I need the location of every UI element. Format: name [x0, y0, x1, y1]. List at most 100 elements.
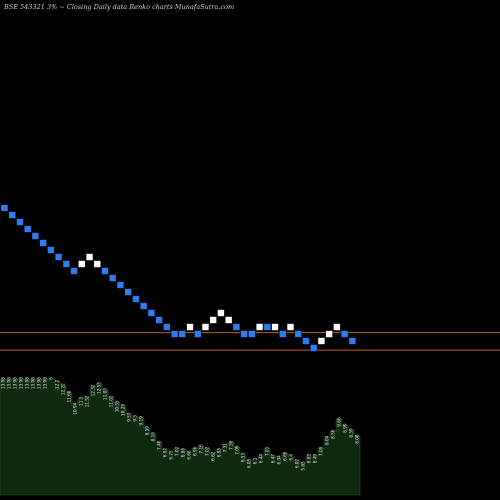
- volume-label: 13.98: [7, 377, 12, 389]
- down-brick: [348, 337, 357, 345]
- volume-label: 6.86: [181, 448, 186, 458]
- volume-label: 9.3: [133, 415, 138, 422]
- symbol-label: BSE 543321: [4, 3, 45, 11]
- volume-label: 13.98: [25, 377, 30, 389]
- up-brick: [186, 323, 194, 331]
- down-brick: [62, 260, 71, 268]
- volume-label: 6.1: [253, 457, 258, 464]
- volume-label: 8.56: [331, 429, 336, 439]
- down-brick: [155, 316, 163, 324]
- volume-label: 6.44: [259, 454, 264, 464]
- volume-label: 6: [49, 377, 54, 380]
- volume-label: 6.62: [211, 451, 216, 461]
- volume-label: 8.08: [355, 434, 360, 444]
- down-brick: [193, 330, 202, 338]
- down-brick: [116, 281, 125, 289]
- volume-label: 6.4: [289, 454, 294, 461]
- down-brick: [302, 337, 310, 345]
- volume-label: 6.92: [163, 448, 168, 458]
- chart-type-label: Renko: [129, 3, 151, 11]
- up-brick: [325, 330, 333, 338]
- volume-label: 13.98: [43, 377, 48, 389]
- volume-label: 7.02: [205, 446, 210, 456]
- volume-label: 8.16: [151, 432, 156, 442]
- volume-label: 11.02: [109, 395, 114, 407]
- volume-label: 12.55: [97, 382, 102, 394]
- down-brick: [170, 330, 179, 338]
- down-brick: [101, 267, 109, 275]
- volume-label: 8.59: [145, 426, 150, 436]
- down-brick: [16, 218, 24, 226]
- volume-label: 9.53: [127, 412, 132, 422]
- volume-label: 7.46: [157, 440, 162, 450]
- volume-label: 7.56: [229, 440, 234, 450]
- up-brick: [224, 316, 233, 324]
- volume-area: [0, 378, 361, 496]
- down-brick: [39, 239, 47, 247]
- change-label: 3%: [46, 3, 58, 11]
- volume-label: 7.09: [235, 445, 240, 455]
- volume-label: 6.96: [193, 446, 198, 456]
- down-brick: [294, 330, 303, 338]
- down-brick: [132, 295, 140, 303]
- volume-label: 6.47: [271, 454, 276, 464]
- volume-label: 9.66: [337, 417, 342, 427]
- volume-label: 6.95: [217, 448, 222, 458]
- volume-label: 10.55: [115, 400, 120, 412]
- volume-label: 11.68: [67, 390, 72, 402]
- volume-label: 7.31: [223, 443, 228, 453]
- volume-label: 11.5: [79, 396, 84, 406]
- volume-label: 12.2: [55, 379, 60, 389]
- volume-step-area: [0, 378, 361, 496]
- up-brick: [317, 337, 326, 345]
- up-brick: [201, 323, 210, 331]
- volume-label: 6.66: [283, 451, 288, 461]
- volume-label: 13.98: [31, 377, 36, 389]
- caption-label: Closing Daily data: [66, 3, 128, 11]
- down-brick: [263, 323, 272, 331]
- up-brick: [209, 316, 218, 324]
- site-label: charts MunafaSutra.com: [152, 3, 235, 11]
- chart-header: BSE 543321 3% ~ Closing Daily data Renko…: [4, 3, 234, 11]
- down-brick: [178, 330, 187, 338]
- down-brick: [147, 309, 156, 317]
- volume-label: 9.19: [139, 416, 144, 426]
- up-brick: [78, 260, 86, 268]
- volume-label: 8.59: [349, 428, 354, 438]
- volume-labels: 13.98 13.98 13.98 13.98 13.98 13.98 13.98 13.98…: [1, 377, 360, 471]
- down-brick: [54, 253, 63, 261]
- down-brick: [232, 323, 241, 331]
- down-brick: [340, 330, 349, 338]
- volume-label: 10.94: [73, 402, 78, 414]
- up-brick: [255, 323, 264, 331]
- volume-label: 11.83: [103, 388, 108, 400]
- volume-label: 7.01: [265, 446, 270, 456]
- volume-label: 6.53: [241, 452, 246, 462]
- up-brick: [286, 323, 295, 331]
- down-brick: [8, 211, 17, 219]
- volume-label: 13.98: [1, 377, 6, 389]
- down-brick: [139, 302, 148, 310]
- volume-label: 12.32: [91, 384, 96, 396]
- up-brick: [217, 309, 225, 317]
- up-brick: [333, 323, 341, 331]
- volume-label: 5.83: [301, 461, 306, 471]
- down-brick: [124, 288, 132, 296]
- volume-label: 13.98: [37, 377, 42, 389]
- up-brick: [85, 253, 94, 261]
- volume-label: 8.99: [343, 423, 348, 433]
- volume-label: 13.98: [19, 377, 24, 389]
- down-brick: [248, 330, 256, 338]
- down-brick: [240, 330, 248, 338]
- up-brick: [93, 260, 102, 268]
- volume-label: 10.29: [121, 404, 126, 416]
- down-brick: [47, 246, 55, 254]
- volume-label: 6.68: [187, 450, 192, 460]
- volume-label: 6.63: [307, 454, 312, 464]
- volume-label: 7.02: [175, 446, 180, 456]
- down-brick: [163, 323, 171, 331]
- header-separator: ~: [59, 3, 65, 11]
- volume-label: 7.16: [199, 444, 204, 454]
- volume-label: 11.52: [85, 395, 90, 407]
